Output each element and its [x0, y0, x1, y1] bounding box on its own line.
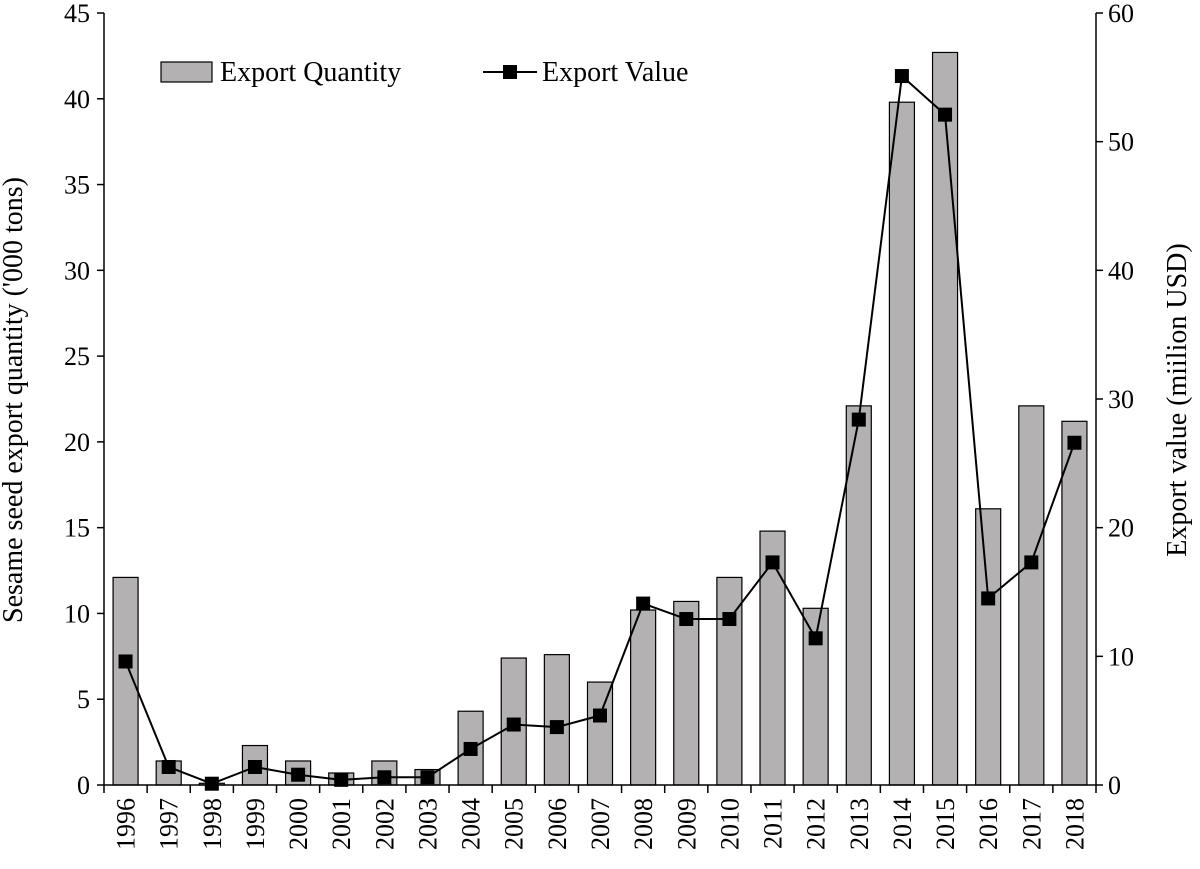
x-tick-label: 2000: [284, 798, 313, 850]
left-tick-label: 0: [77, 771, 90, 800]
left-tick-label: 10: [64, 599, 90, 628]
value-point-2003: [420, 770, 435, 785]
x-tick-label: 2006: [543, 798, 572, 850]
left-tick-label: 40: [64, 85, 90, 114]
x-tick-label: 2007: [586, 798, 615, 850]
right-tick-label: 50: [1108, 128, 1134, 157]
x-tick-label: 2008: [629, 798, 658, 850]
left-tick-label: 35: [64, 171, 90, 200]
value-point-2009: [679, 612, 694, 627]
value-point-2014: [894, 69, 909, 84]
value-point-2017: [1024, 555, 1039, 570]
x-tick-label: 2002: [370, 798, 399, 850]
x-tick-label: 2005: [500, 798, 529, 850]
x-tick-label: 2009: [672, 798, 701, 850]
x-tick-label: 2016: [974, 798, 1003, 850]
value-point-2008: [636, 596, 651, 611]
x-tick-label: 2011: [759, 798, 788, 849]
x-tick-label: 1998: [198, 798, 227, 850]
left-tick-label: 5: [77, 685, 90, 714]
value-point-1999: [247, 759, 262, 774]
value-point-2000: [291, 767, 306, 782]
right-tick-label: 10: [1108, 642, 1134, 671]
value-point-2013: [851, 412, 866, 427]
bar-2018: [1061, 420, 1088, 786]
y-axis-title: Sesame seed export quantity ('000 tons): [0, 177, 29, 623]
bar-2010: [716, 576, 743, 786]
legend-line-marker: [503, 65, 517, 79]
value-point-2018: [1067, 435, 1082, 450]
value-point-2007: [593, 708, 607, 723]
y2-axis-title: Export value (miilion USD): [1162, 243, 1193, 556]
bar-2015: [931, 51, 959, 786]
right-tick-label: 30: [1108, 385, 1134, 414]
bar-2008: [630, 609, 657, 786]
left-tick-label: 20: [64, 428, 90, 457]
value-point-2004: [463, 741, 478, 756]
value-point-2010: [722, 612, 737, 627]
value-point-1997: [161, 759, 176, 774]
x-axis-ticks: 1996 1997 1998 1999 2000 2001 2002 2003 2004 2005…: [103, 785, 1097, 850]
bar-2014: [888, 101, 916, 786]
bar-2016: [975, 508, 1002, 786]
right-tick-label: 0: [1108, 771, 1121, 800]
x-tick-label: 1997: [155, 798, 184, 850]
x-tick-label: 2010: [715, 798, 744, 850]
right-tick-label: 60: [1108, 0, 1134, 28]
left-tick-label: 30: [64, 256, 90, 285]
bar-2006: [543, 654, 570, 786]
x-tick-label: 2004: [457, 798, 486, 850]
bar-2007: [586, 681, 614, 786]
right-tick-label: 20: [1108, 514, 1134, 543]
value-point-2005: [506, 717, 521, 732]
value-point-2002: [377, 770, 392, 785]
value-point-2011: [765, 555, 780, 570]
left-tick-label: 15: [64, 514, 90, 543]
bars: [112, 51, 1088, 786]
value-point-1996: [118, 654, 133, 669]
x-tick-label: 2017: [1017, 798, 1046, 850]
left-axis-ticks: 0 5 10 15 20 25 30 35 40 45: [64, 0, 104, 800]
x-tick-label: 2012: [802, 798, 831, 850]
x-tick-label: 2018: [1060, 798, 1089, 850]
x-tick-label: 2014: [888, 798, 917, 850]
bar-2013: [845, 405, 872, 786]
legend: Export Quantity Export Value: [160, 57, 688, 88]
x-tick-label: 2001: [327, 798, 356, 850]
value-point-2015: [938, 107, 953, 122]
legend-bar-swatch: [160, 61, 213, 83]
bar-2017: [1018, 405, 1045, 786]
left-tick-label: 25: [64, 342, 90, 371]
value-point-2012: [808, 631, 823, 646]
legend-label-quantity: Export Quantity: [220, 57, 401, 88]
legend-label-value: Export Value: [542, 57, 688, 88]
value-point-2006: [549, 720, 564, 735]
x-tick-label: 2013: [845, 798, 874, 850]
right-axis-ticks: 0 10 20 30 40 50 60: [1096, 0, 1134, 800]
value-point-2001: [334, 772, 349, 787]
left-tick-label: 45: [64, 0, 90, 28]
x-tick-label: 1999: [241, 798, 270, 850]
x-tick-label: 2015: [931, 798, 960, 850]
value-point-1998: [204, 776, 219, 791]
right-tick-label: 40: [1108, 256, 1134, 285]
value-point-2016: [981, 591, 996, 606]
bar-2009: [673, 600, 700, 786]
x-tick-label: 1996: [112, 798, 141, 850]
x-tick-label: 2003: [413, 798, 442, 850]
value-line: [118, 69, 1082, 791]
